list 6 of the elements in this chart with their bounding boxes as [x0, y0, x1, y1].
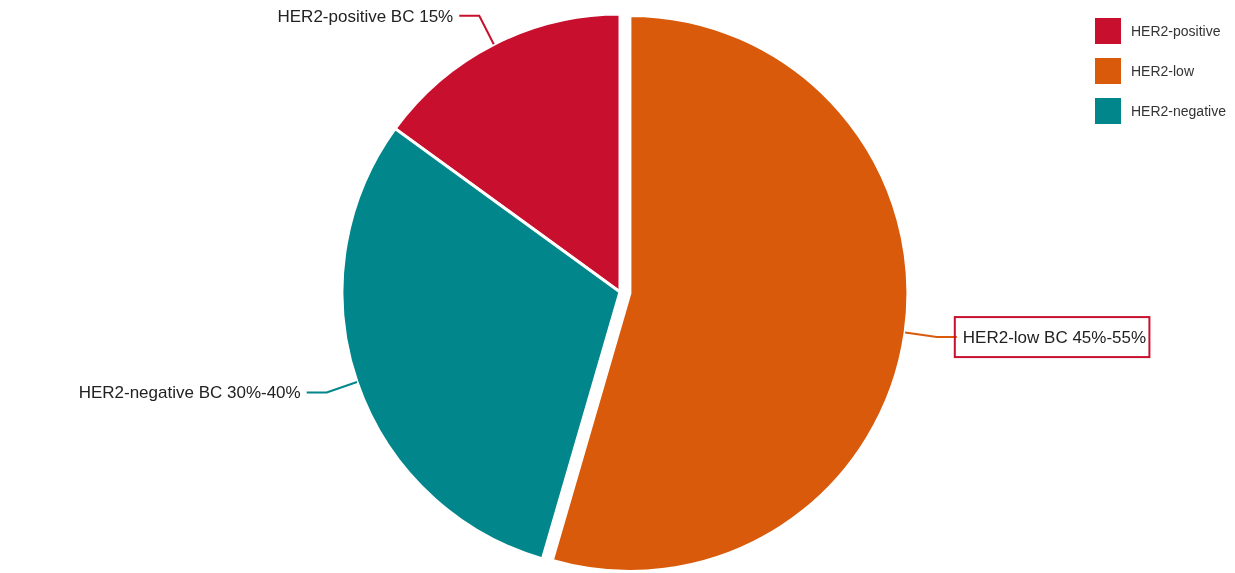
text: HER2-negative BC 30%-40%	[78, 383, 301, 403]
legend-label: HER2-negative	[1131, 102, 1227, 119]
text: HER2-positive BC 15%	[277, 6, 454, 26]
legend-label: HER2-positive	[1131, 22, 1221, 39]
legend-label: HER2-low	[1131, 62, 1195, 79]
text: HER2-low BC 45%-55%	[962, 328, 1147, 348]
